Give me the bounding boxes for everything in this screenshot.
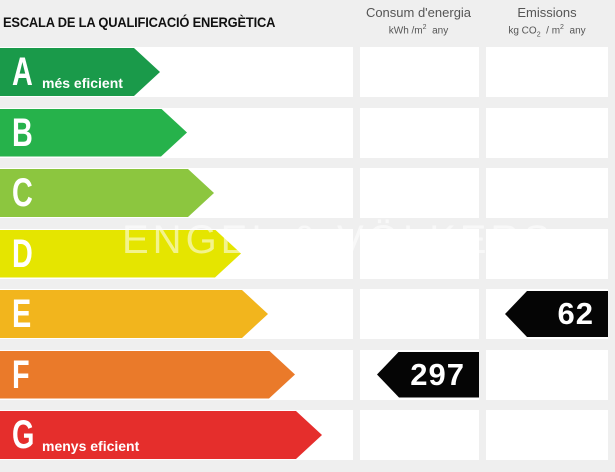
scale-row-d: D: [0, 228, 615, 279]
consum-title: Consum d'energia: [365, 5, 472, 20]
class-letter: F: [12, 352, 30, 397]
scale-row-b: B: [0, 107, 615, 158]
page-title: ESCALA DE LA QUALIFICACIÓ ENERGÈTICA: [3, 14, 276, 30]
scale-row-f: F 297: [0, 349, 615, 400]
emissions-cell: [486, 410, 608, 460]
label-cell: B: [0, 107, 353, 158]
emissions-title: Emissions: [517, 5, 577, 20]
emissions-cell: 62: [486, 289, 608, 339]
consum-value: 297: [410, 356, 465, 392]
consum-unit: kWh /m2 any: [388, 24, 449, 37]
consum-cell: 297: [360, 349, 479, 400]
emissions-rating-badge: 62: [505, 291, 608, 337]
consum-column-header: Consum d'energia kWh /m2 any: [358, 5, 479, 36]
consum-cell: [360, 410, 479, 460]
class-arrow-e: E: [0, 290, 268, 338]
scale-row-c: C: [0, 168, 615, 218]
class-letter: C: [12, 171, 33, 215]
class-note: menys eficient: [42, 438, 140, 454]
label-cell: C: [0, 168, 353, 218]
emissions-column-header: Emissions kg CO2 / m2 any: [486, 5, 608, 38]
label-cell: F: [0, 349, 353, 400]
label-cell: D: [0, 228, 353, 279]
class-letter: B: [12, 110, 33, 155]
class-note: més eficient: [42, 75, 123, 91]
emissions-value: 62: [557, 296, 594, 331]
scale-row-e: E 62: [0, 289, 615, 339]
consum-cell: [360, 228, 479, 279]
class-arrow-f: F: [0, 351, 295, 399]
consum-rating-badge: 297: [377, 351, 479, 398]
class-arrow-c: C: [0, 169, 214, 217]
emissions-cell: [486, 107, 608, 158]
consum-cell: [360, 289, 479, 339]
consum-cell: [360, 107, 479, 158]
label-cell: E: [0, 289, 353, 339]
class-letter: D: [12, 231, 33, 276]
class-arrow-d: D: [0, 230, 241, 278]
emissions-unit: kg CO2 / m2 any: [508, 24, 586, 39]
consum-cell: [360, 47, 479, 97]
emissions-cell: [486, 168, 608, 218]
class-letter: G: [12, 413, 35, 457]
consum-cell: [360, 168, 479, 218]
emissions-cell: [486, 349, 608, 400]
emissions-cell: [486, 47, 608, 97]
class-letter: E: [12, 292, 32, 336]
emissions-cell: [486, 228, 608, 279]
class-letter: A: [12, 50, 33, 94]
class-arrow-b: B: [0, 109, 187, 157]
